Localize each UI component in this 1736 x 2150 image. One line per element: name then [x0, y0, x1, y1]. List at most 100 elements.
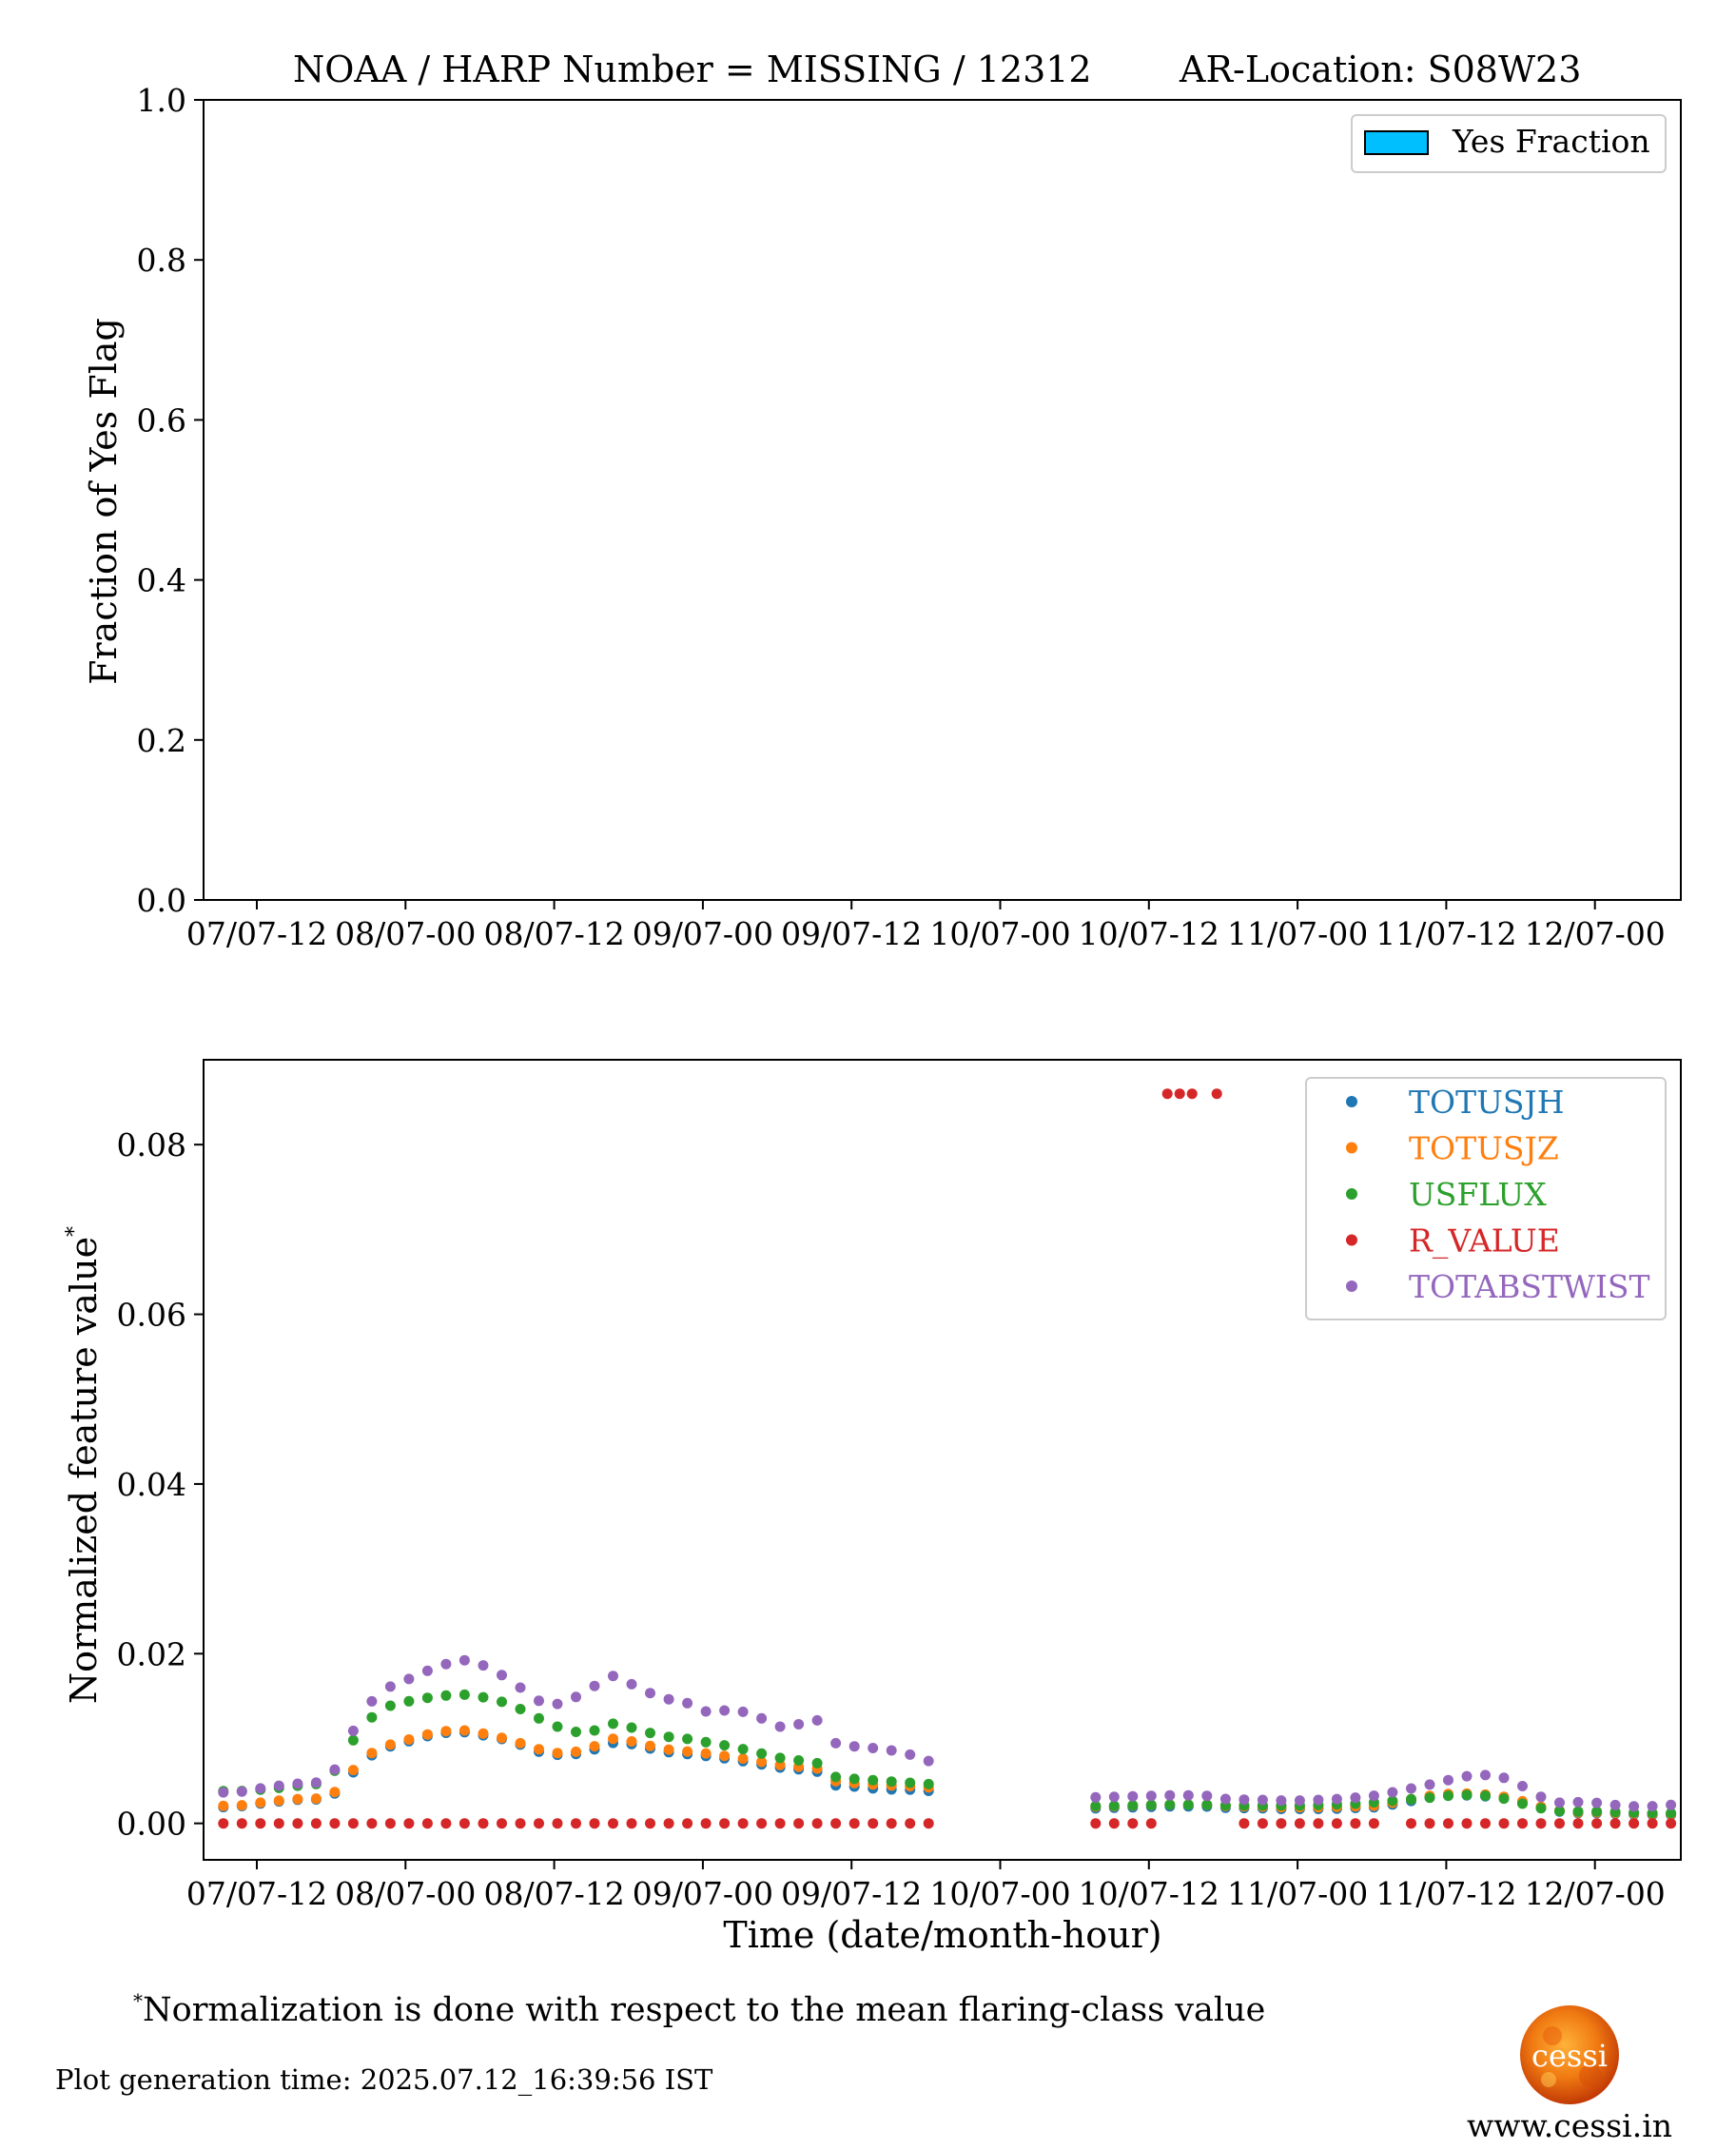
point-totusjz [458, 1725, 470, 1736]
point-usflux [552, 1721, 563, 1732]
point-totabstwist [811, 1714, 823, 1726]
bottom-legend-box [1305, 1077, 1667, 1320]
point-totusjz [310, 1793, 322, 1805]
point-r-value [1174, 1088, 1185, 1100]
cessi-logo[interactable]: cessi [1520, 2005, 1619, 2104]
point-usflux [645, 1728, 655, 1739]
point-r-value [255, 1818, 266, 1829]
point-totabstwist [552, 1698, 563, 1710]
point-r-value [273, 1818, 284, 1829]
point-r-value [1331, 1818, 1342, 1829]
point-totabstwist [1424, 1779, 1435, 1790]
point-r-value [1406, 1818, 1416, 1829]
point-usflux [848, 1773, 860, 1785]
point-usflux [1406, 1793, 1416, 1805]
point-usflux [923, 1778, 934, 1789]
point-totabstwist [1572, 1796, 1584, 1808]
top-x-tick-label: 11/07-00 [1227, 915, 1368, 952]
legend-label-usflux: USFLUX [1409, 1176, 1547, 1213]
cessi-logo-texture [1579, 2064, 1602, 2087]
point-r-value [1313, 1818, 1324, 1829]
point-r-value [218, 1818, 229, 1829]
top-y-tick-label: 0.8 [137, 242, 186, 279]
point-totabstwist [218, 1787, 229, 1798]
point-usflux [756, 1748, 768, 1759]
point-usflux [1591, 1806, 1603, 1817]
point-r-value [458, 1818, 470, 1829]
top-y-axis-label: Fraction of Yes Flag [83, 318, 125, 685]
point-totusjz [663, 1744, 674, 1755]
point-r-value [421, 1818, 433, 1829]
point-totabstwist [403, 1673, 415, 1685]
point-totabstwist [497, 1670, 507, 1681]
top-plot-frame [203, 99, 1682, 901]
point-usflux [700, 1736, 712, 1748]
point-totabstwist [1443, 1774, 1453, 1786]
point-totabstwist [1219, 1793, 1231, 1805]
point-r-value [905, 1818, 916, 1829]
point-totabstwist [1313, 1794, 1324, 1806]
point-totusjz [552, 1748, 563, 1759]
bottom-y-tick-label: 0.04 [117, 1466, 186, 1503]
point-r-value [1666, 1818, 1677, 1829]
point-totabstwist [534, 1695, 544, 1707]
legend-marker-totusjh [1346, 1096, 1357, 1107]
point-totusjz [478, 1728, 489, 1739]
point-r-value [1090, 1818, 1102, 1829]
point-usflux [458, 1689, 470, 1700]
point-totusjz [719, 1750, 731, 1762]
point-r-value [1186, 1088, 1198, 1100]
point-r-value [1276, 1818, 1287, 1829]
bottom-x-tick-label: 09/07-00 [633, 1875, 773, 1912]
point-usflux [830, 1771, 842, 1783]
point-r-value [1108, 1818, 1120, 1829]
point-r-value [1609, 1818, 1621, 1829]
point-totabstwist [1239, 1794, 1250, 1806]
point-totabstwist [1554, 1797, 1565, 1808]
point-totabstwist [1368, 1790, 1379, 1802]
point-totabstwist [756, 1712, 768, 1724]
legend-marker-r-value [1346, 1234, 1357, 1246]
point-usflux [1535, 1803, 1547, 1814]
point-totabstwist [1498, 1772, 1510, 1784]
point-r-value [1461, 1818, 1473, 1829]
point-totabstwist [384, 1681, 396, 1692]
point-totabstwist [478, 1660, 489, 1671]
cessi-logo-text: cessi [1531, 2038, 1608, 2074]
point-totusjz [737, 1753, 749, 1765]
point-r-value [292, 1818, 303, 1829]
point-totusjz [384, 1739, 396, 1750]
point-totabstwist [292, 1778, 303, 1789]
point-totusjz [403, 1734, 415, 1745]
bottom-y-tick-label: 0.08 [117, 1126, 186, 1163]
point-r-value [1535, 1818, 1547, 1829]
point-r-value [1350, 1818, 1361, 1829]
point-r-value [700, 1818, 712, 1829]
bottom-x-tick-label: 10/07-00 [929, 1875, 1070, 1912]
point-r-value [515, 1818, 526, 1829]
point-totabstwist [719, 1705, 731, 1716]
point-r-value [663, 1818, 674, 1829]
point-totabstwist [310, 1777, 322, 1788]
point-r-value [1161, 1088, 1173, 1100]
point-totabstwist [830, 1737, 842, 1749]
point-totusjz [421, 1729, 433, 1740]
point-usflux [737, 1744, 749, 1755]
point-totabstwist [1294, 1795, 1305, 1807]
point-totabstwist [626, 1678, 637, 1690]
cessi-logo-texture [1543, 2026, 1562, 2045]
point-totabstwist [645, 1688, 655, 1699]
website-link[interactable]: www.cessi.in [1467, 2107, 1672, 2144]
point-totabstwist [1164, 1789, 1176, 1801]
point-totabstwist [421, 1665, 433, 1676]
point-usflux [1127, 1800, 1139, 1811]
point-totabstwist [737, 1706, 749, 1717]
point-totabstwist [329, 1764, 341, 1775]
top-y-tick-label: 0.0 [137, 882, 186, 919]
bottom-x-tick-label: 11/07-00 [1227, 1875, 1368, 1912]
point-r-value [1517, 1818, 1528, 1829]
point-totabstwist [589, 1680, 600, 1691]
point-r-value [310, 1818, 322, 1829]
top-x-tick-label: 07/07-12 [186, 915, 327, 952]
